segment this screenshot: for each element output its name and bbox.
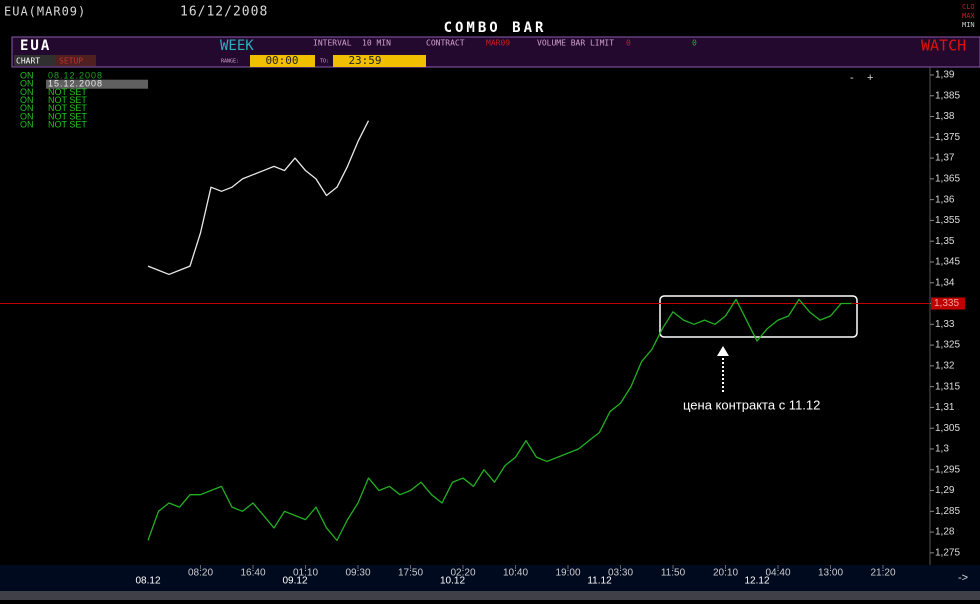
tab-label[interactable]: CHART [16,57,40,66]
x-date-label: 09.12 [282,576,307,587]
legend-state: ON [20,120,34,130]
x-tick-label: 03:30 [608,568,633,579]
contract: MAR09 [486,39,510,48]
contract-label: CONTRACT [426,39,465,48]
legend-series: 15.12.2008 [48,79,103,89]
x-tick-label: 09:30 [345,568,370,579]
date: 16/12/2008 [180,5,268,20]
y-tick-label: 1,375 [935,132,960,143]
y-tick-label: 1,3 [935,444,949,455]
range-to[interactable]: 23:59 [348,54,381,67]
y-tick-label: 1,32 [935,361,955,372]
legend-unset: NOT SET [48,120,87,130]
highlight-box [659,295,858,338]
interval-label: INTERVAL [313,39,352,48]
y-tick-label: 1,39 [935,70,955,81]
tab[interactable] [56,55,96,66]
x-tick-label: 08:20 [188,568,213,579]
y-tick-label: 1,385 [935,90,960,101]
y-tick-label: 1,285 [935,506,960,517]
reference-label-box [931,297,965,310]
x-tick-label: 16:40 [240,568,265,579]
y-tick-label: 1,28 [935,527,955,538]
period: WEEK [220,38,254,54]
y-tick-label: 1,355 [935,215,960,226]
legend-state: ON [20,111,34,121]
range-from[interactable]: 00:00 [265,54,298,67]
zoom-in[interactable]: + [867,72,873,84]
title: COMBO BAR [444,20,547,36]
x-date-label: 11.12 [587,576,612,587]
range-label: RANGE: [221,59,239,65]
legend-state: ON [20,79,34,89]
legend-highlight [46,79,148,89]
header-right: MAX [962,12,975,20]
legend-state: ON [20,70,34,80]
y-tick-label: 1,36 [935,194,955,205]
tab-label[interactable]: SETUP [59,57,83,66]
x-tick-label: 17:50 [398,568,423,579]
x-tick-label: 13:00 [818,568,843,579]
header-right: MIN [962,21,975,29]
legend-unset: NOT SET [48,95,87,105]
range-box[interactable] [333,55,426,67]
x-tick-label: 19:00 [555,568,580,579]
price-line [147,298,852,542]
legend-unset: NOT SET [48,111,87,121]
y-tick-label: 1,345 [935,257,960,268]
legend-state: ON [20,87,34,97]
toolbar-name: EUA [20,38,51,54]
legend-state: ON [20,103,34,113]
nav-arrow[interactable]: -> [958,572,968,584]
legend-state: ON [20,95,34,105]
x-tick-label: 10:40 [503,568,528,579]
x-tick-label: 11:50 [661,568,686,579]
to-label: TO: [320,59,329,65]
x-tick-label: 20:10 [713,568,738,579]
y-tick-label: 1,325 [935,340,960,351]
tab[interactable] [14,55,56,66]
arrow-head [717,346,729,356]
reference-label: 1,335 [934,298,959,309]
x-date-label: 12.12 [744,576,769,587]
y-tick-label: 1,38 [935,111,955,122]
x-axis-bar [0,565,980,591]
range-box[interactable] [250,55,315,67]
y-tick-label: 1,35 [935,236,955,247]
y-tick-label: 1,305 [935,423,960,434]
mode[interactable]: WATCH [921,37,966,55]
x-date-label: 10.12 [440,576,465,587]
legend-series: 08.12.2008 [48,70,103,80]
x-tick-label: 01:10 [293,568,318,579]
zoom-out[interactable]: - [850,72,854,84]
header-right: CLO [962,3,975,11]
extra: 0 [692,39,697,48]
y-tick-label: 1,365 [935,174,960,185]
y-tick-label: 1,34 [935,277,955,288]
interval: 10 MIN [362,39,391,48]
symbol: EUA(MAR09) [4,5,86,19]
y-tick-label: 1,295 [935,464,960,475]
y-tick-label: 1,315 [935,381,960,392]
legend-unset: NOT SET [48,87,87,97]
y-tick-label: 1,37 [935,153,955,164]
legend-unset: NOT SET [48,103,87,113]
x-tick-label: 04:40 [765,568,790,579]
annotation: цена контракта с 11.12 [683,397,820,412]
toolbar [11,36,980,68]
y-tick-label: 1,29 [935,485,955,496]
volume-label: VOLUME BAR LIMIT [537,39,614,48]
x-tick-label: 21:20 [870,568,895,579]
x-tick-label: 02:20 [450,568,475,579]
status-bar [0,591,980,600]
price-line [147,120,370,276]
volume: 0 [626,39,631,48]
y-tick-label: 1,33 [935,319,955,330]
y-tick-label: 1,275 [935,547,960,558]
x-date-label: 08.12 [135,576,160,587]
y-tick-label: 1,31 [935,402,955,413]
